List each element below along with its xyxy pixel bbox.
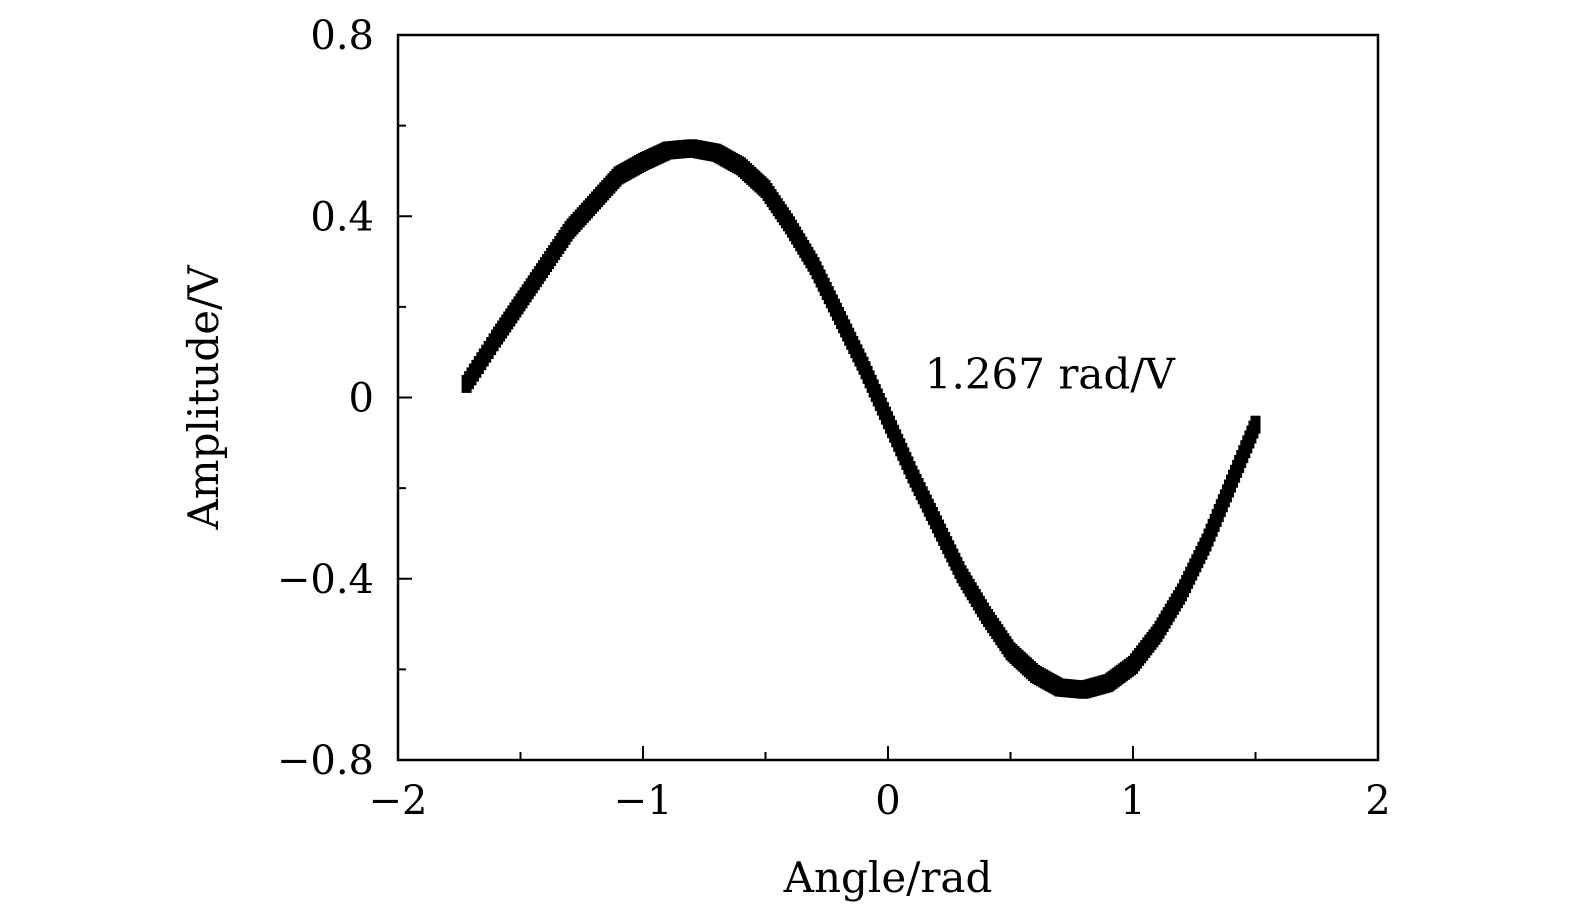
- y-tick-label: −0.4: [277, 557, 374, 603]
- x-tick-label: 1: [1120, 778, 1145, 824]
- y-tick-label: 0.8: [310, 13, 374, 59]
- series-0: [461, 139, 1261, 699]
- y-tick-label: 0: [349, 376, 374, 422]
- x-tick-label: −1: [614, 778, 673, 824]
- x-tick-label: 2: [1365, 778, 1390, 824]
- data-point: [1250, 415, 1261, 434]
- x-tick-label: 0: [875, 778, 900, 824]
- plot-frame: [396, 33, 1380, 762]
- x-tick-label: −2: [369, 778, 428, 824]
- x-axis-title: Angle/rad: [783, 853, 993, 902]
- annotation-label: 1.267 rad/V: [925, 349, 1176, 398]
- axis-ticks: −2 −1 0 1 2 −0.8 −0.4 0 0.4 0.8: [277, 13, 1391, 824]
- y-tick-label: 0.4: [310, 194, 374, 240]
- y-tick-label: −0.8: [277, 738, 374, 784]
- y-axis-title: Amplitude/V: [179, 265, 228, 531]
- data-series: [461, 139, 1261, 699]
